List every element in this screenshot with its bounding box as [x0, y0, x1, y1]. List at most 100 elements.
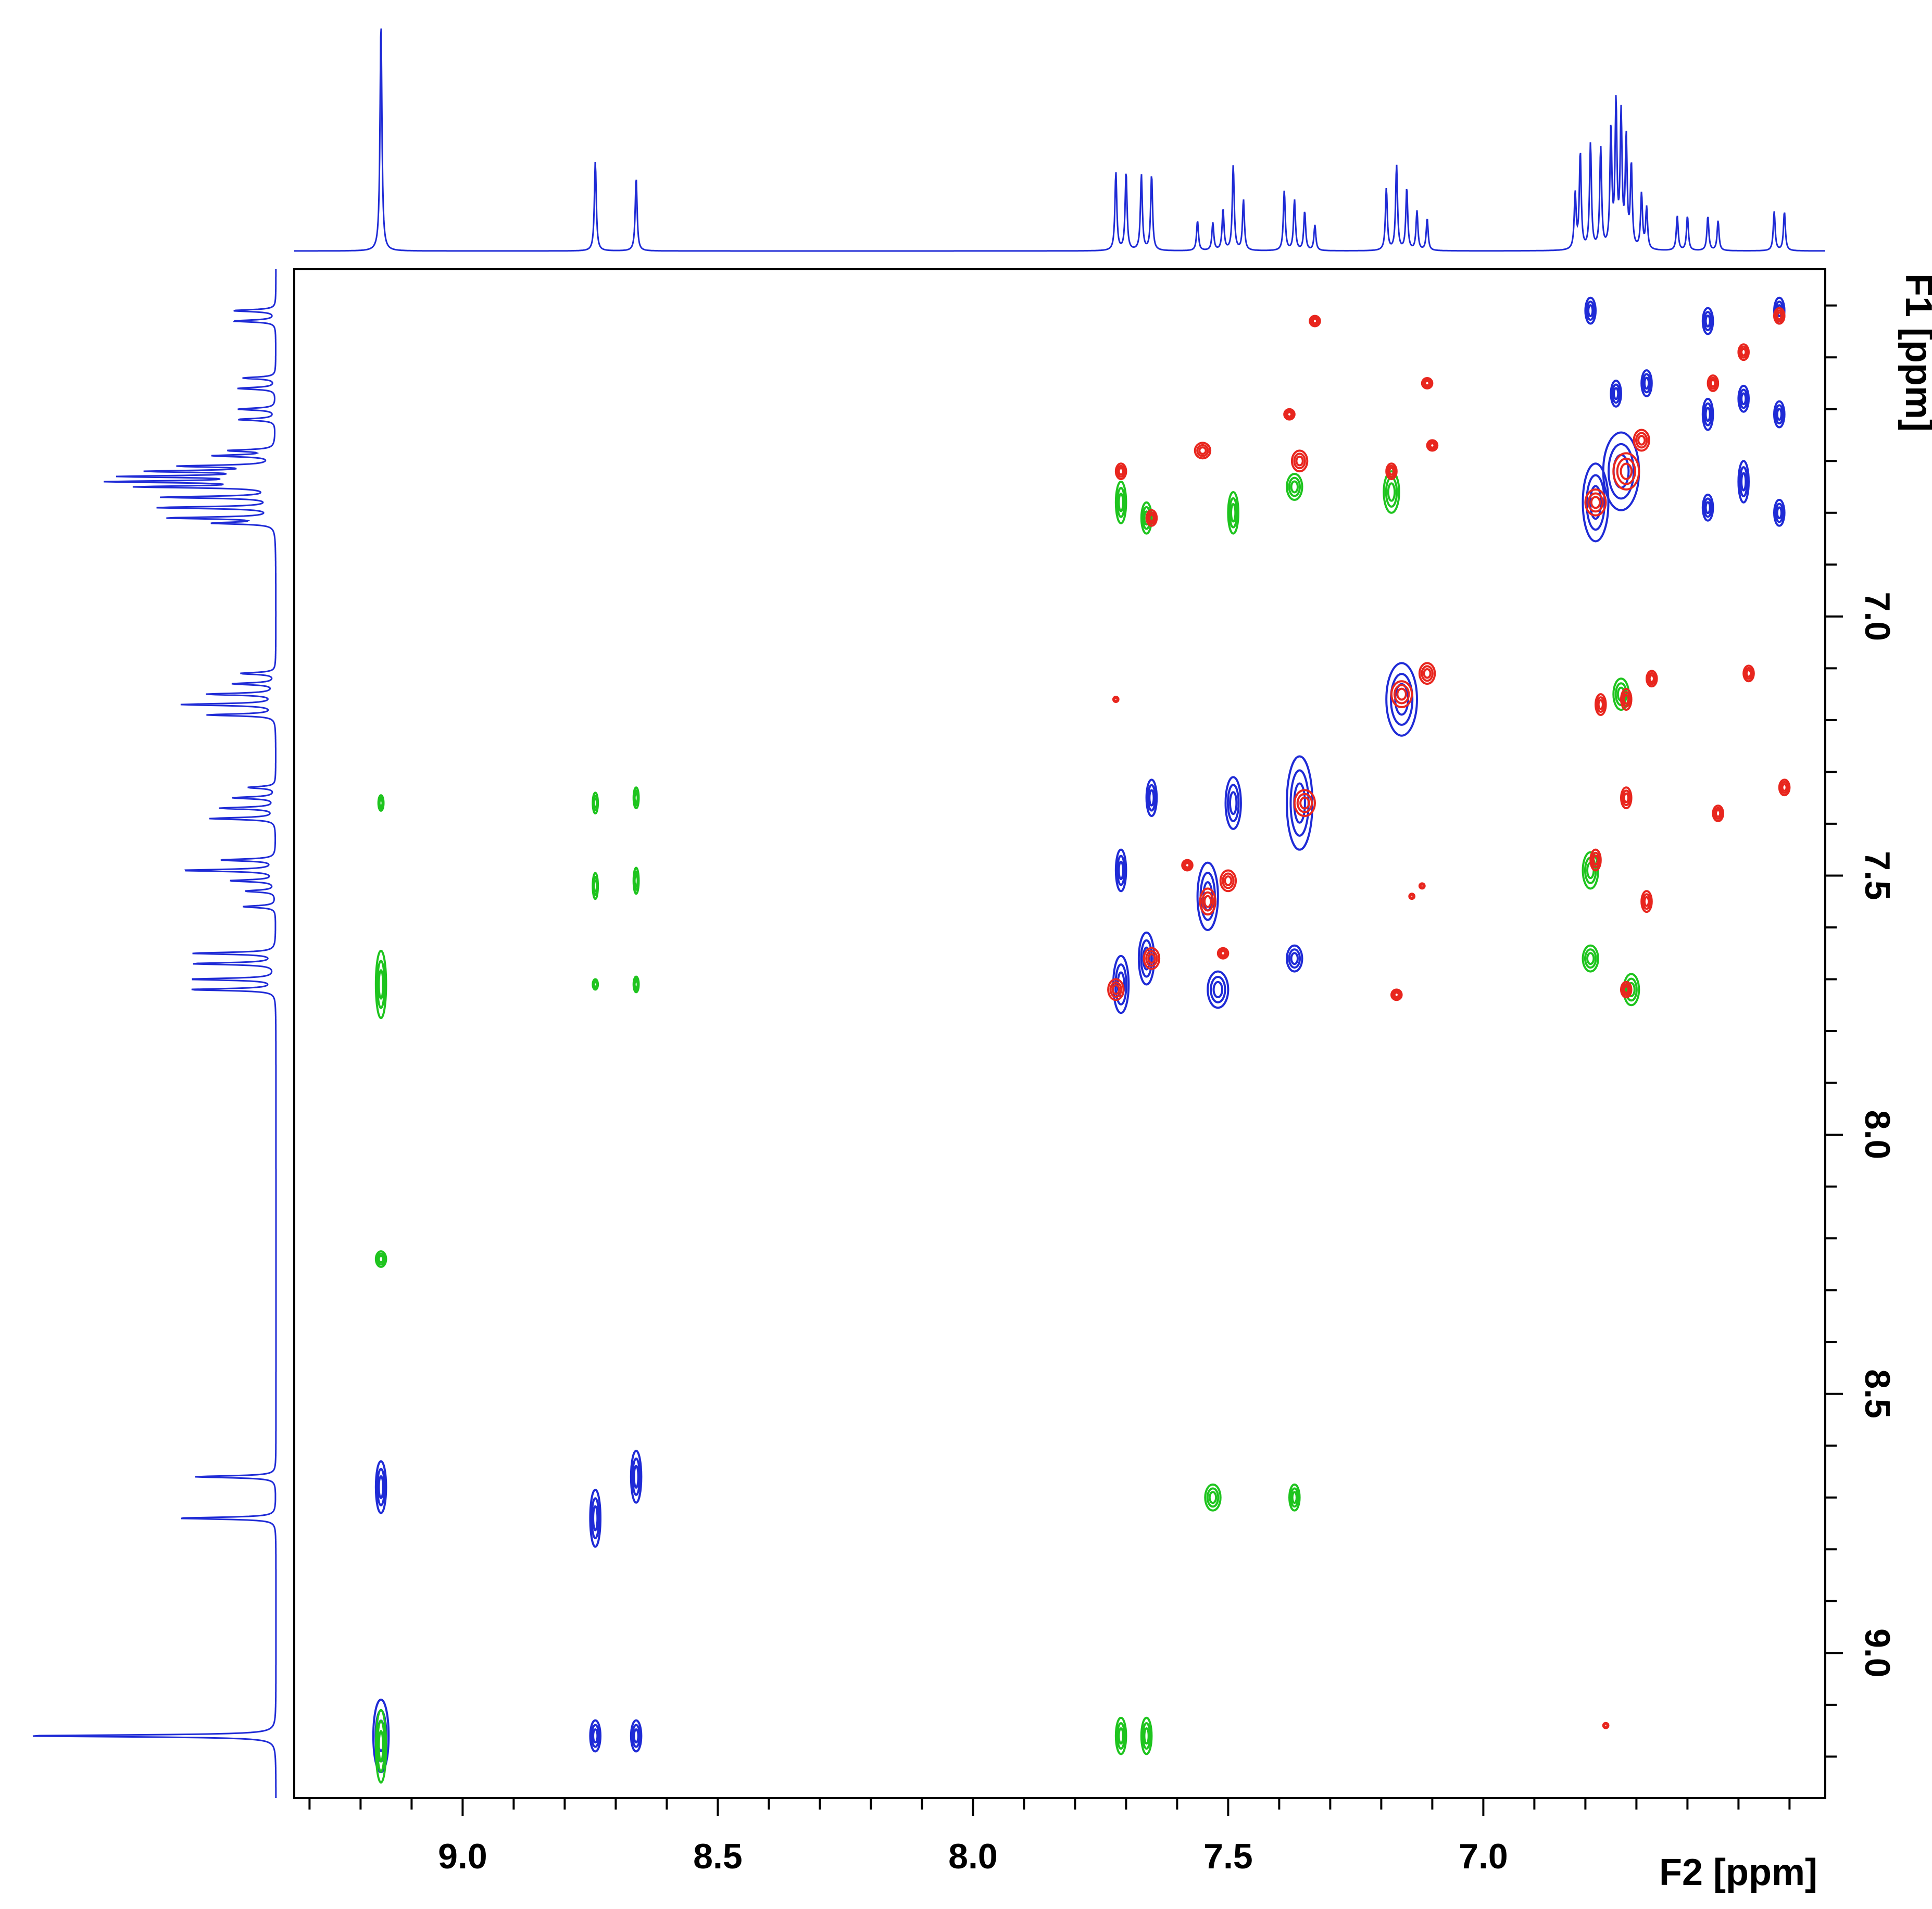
cross-peak-green: [1586, 952, 1595, 965]
cross-peak-red: [1199, 887, 1216, 916]
cross-peak-red: [1310, 316, 1320, 326]
cross-peak-blue: [1114, 848, 1127, 893]
cross-peak-red: [1423, 668, 1432, 679]
cross-peak-red: [1589, 848, 1602, 872]
y-tick-label: 9.0: [1858, 1628, 1897, 1678]
cross-peak-red: [1421, 377, 1434, 390]
cross-peak-blue: [630, 1450, 643, 1504]
y-tick-label: 8.5: [1858, 1369, 1897, 1418]
cross-peak-red: [1596, 696, 1605, 713]
cross-peak-green: [593, 797, 598, 809]
cross-peak-blue: [631, 1458, 641, 1496]
cross-peak-red: [1620, 688, 1633, 711]
cross-peak-red: [1591, 851, 1600, 869]
y-tick-label: 8.0: [1858, 1110, 1897, 1160]
cross-peak-red: [1295, 455, 1304, 467]
cross-peak-red: [1642, 893, 1651, 910]
cross-peak-blue: [1585, 474, 1606, 531]
cross-peak-blue: [1224, 776, 1242, 830]
left-1d-projection: [32, 269, 277, 1798]
cross-peak-red: [1293, 453, 1306, 470]
cross-peak-red: [1739, 345, 1749, 359]
cross-peak-red: [1201, 891, 1214, 912]
cross-peak-red: [1620, 462, 1633, 480]
cross-peak-green: [378, 1254, 384, 1264]
cross-peak-red: [1198, 446, 1207, 455]
cross-peak-red: [1293, 789, 1316, 817]
cross-peak-blue: [1116, 855, 1126, 886]
cross-peak-red: [1183, 860, 1192, 870]
cross-peak-red: [1620, 981, 1633, 999]
top-1d-projection: [294, 28, 1825, 252]
cross-peak-red: [1181, 859, 1194, 872]
cross-peak-blue: [1703, 402, 1713, 426]
cross-peak-blue: [1773, 400, 1786, 429]
cross-peak-red: [1116, 464, 1126, 478]
cross-peak-red: [1710, 379, 1716, 388]
series-red: [1107, 307, 1791, 1729]
cross-peak-red: [1220, 950, 1226, 957]
cross-peak-green: [374, 949, 387, 1020]
cross-peak-red: [1391, 990, 1401, 1000]
cross-peak-red: [1648, 674, 1655, 683]
y-axis-ticks: 7.0 7.5 8.0 8.5 9.0: [1825, 304, 1897, 1758]
cross-peak-red: [1633, 429, 1650, 452]
cross-peak-blue: [1610, 379, 1622, 408]
cross-peak-green: [1286, 473, 1303, 501]
x-tick-label: 8.0: [948, 1837, 998, 1876]
cross-peak-red: [1427, 441, 1437, 450]
cross-peak-red: [1597, 699, 1604, 710]
cross-peak-red: [1113, 697, 1119, 702]
cross-peak-red: [1184, 862, 1191, 869]
x-tick-label: 8.5: [693, 1837, 743, 1876]
cross-peak-blue: [378, 1475, 384, 1499]
cross-peak-red: [1148, 513, 1155, 522]
contour-layer: [372, 296, 1791, 1784]
cross-peak-green: [1143, 1727, 1150, 1745]
cross-peak-green: [1141, 1722, 1151, 1750]
cross-peak-green: [374, 1250, 387, 1268]
cross-peak-red: [1616, 457, 1636, 485]
cross-peak-blue: [1586, 300, 1596, 321]
cross-peak-green: [1582, 944, 1599, 973]
cross-peak-red: [1143, 947, 1161, 970]
cross-peak-red: [1390, 680, 1413, 708]
cross-peak-blue: [1196, 861, 1219, 931]
cross-peak-red: [1778, 778, 1791, 797]
cross-peak-red: [1713, 807, 1723, 820]
cross-peak-red: [1781, 783, 1788, 792]
cross-peak-blue: [1643, 376, 1650, 390]
cross-peak-red: [1393, 991, 1400, 998]
cross-peak-red: [1147, 953, 1156, 964]
cross-peak-blue: [1704, 501, 1711, 514]
cross-peak-blue: [592, 1728, 599, 1744]
cross-peak-blue: [376, 1468, 386, 1506]
cross-peak-green: [378, 1730, 384, 1763]
cross-peak-blue: [1385, 662, 1419, 737]
cross-peak-blue: [1704, 315, 1711, 328]
cross-peak-red: [1776, 311, 1783, 320]
cross-peak-red: [1216, 947, 1230, 960]
cross-peak-green: [1387, 482, 1396, 502]
cross-peak-red: [1621, 789, 1631, 807]
cross-peak-red: [1584, 488, 1607, 517]
cross-peak-blue: [1774, 503, 1784, 523]
cross-peak-red: [1385, 462, 1398, 481]
cross-peak-blue: [1207, 970, 1230, 1009]
cross-peak-green: [1584, 948, 1597, 969]
cross-peak-green: [1208, 1491, 1218, 1504]
cross-peak-red: [1388, 467, 1395, 476]
cross-peak-red: [1623, 792, 1629, 803]
cross-peak-green: [1288, 476, 1301, 497]
cross-peak-blue: [1147, 784, 1157, 812]
cross-peak-green: [633, 792, 639, 803]
cross-peak-blue: [1584, 296, 1597, 325]
cross-peak-red: [1590, 496, 1601, 509]
cross-peak-blue: [589, 1719, 601, 1753]
cross-peak-red: [1426, 439, 1439, 452]
cross-peak-blue: [1148, 789, 1155, 807]
x-axis-ticks: 9.0 8.5 8.0 7.5 7.0: [308, 1798, 1791, 1876]
series-blue: [372, 296, 1786, 1774]
y-tick-label: 7.5: [1858, 851, 1897, 900]
cross-peak-blue: [1118, 860, 1124, 881]
